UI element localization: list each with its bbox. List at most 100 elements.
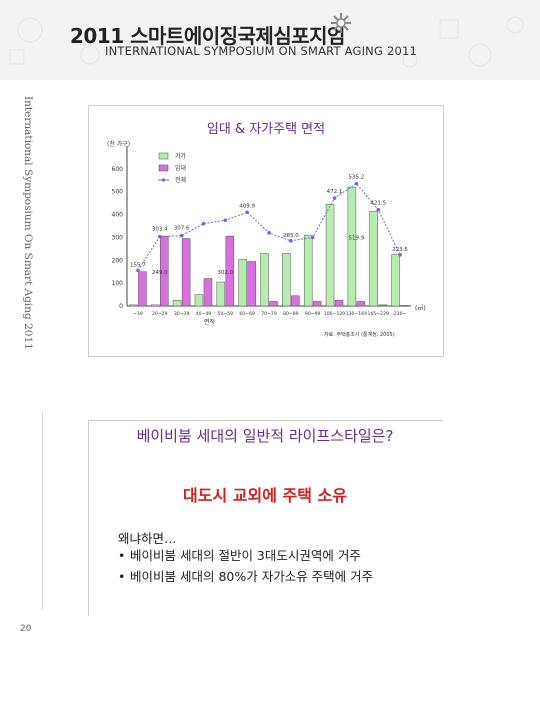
x-tick-label: 50~59 [218, 311, 234, 317]
side-caption: International Symposium On Smart Aging 2… [18, 96, 36, 356]
page-number: 20 [20, 624, 32, 634]
legend-label: 기가 [175, 152, 187, 160]
y-tick-label: 300 [112, 234, 124, 241]
chart-title: 임대 & 자가주택 면적 [206, 122, 326, 137]
reason-heading: 왜냐하면… [118, 531, 177, 546]
total-point [332, 196, 337, 200]
slide-question: 베이비붐 세대의 일반적 라이프스타일은? [136, 427, 394, 445]
housing-area-chart: (천 가구) 0 100 200 300 400 500 600 ~19 20~29 30~39 40… [107, 140, 426, 338]
data-label: 519.9 [349, 236, 365, 242]
bullet-item: • 베이비붐 세대의 절반이 3대도시권역에 거주 [118, 547, 438, 565]
data-label: 302.0 [217, 270, 233, 276]
bar-rented [181, 238, 191, 307]
data-label: 285.0 [283, 233, 299, 239]
symposium-title-english: INTERNATIONAL SYMPOSIUM ON SMART AGING 2… [105, 44, 418, 58]
bullet-item: • 베이비붐 세대의 80%가 자가소유 주택에 거주 [118, 568, 438, 586]
y-tick-label: 500 [112, 189, 124, 196]
bar-rented [291, 295, 300, 307]
total-point [201, 221, 206, 226]
x-axis-label: 면적 [204, 318, 215, 326]
bar-rented [356, 301, 366, 307]
bar-owned [216, 281, 226, 307]
chart-slide: 임대 & 자가주택 면적 (천 가구) 0 100 200 300 400 500 600 ~1… [88, 105, 444, 357]
side-divider [42, 410, 43, 610]
total-point [376, 207, 381, 212]
bar-owned [303, 234, 313, 307]
y-axis-label: (천 가구) [107, 140, 130, 148]
x-tick-label: 20~29 [152, 311, 168, 317]
slide-frame [88, 420, 443, 616]
data-label: 155.7 [130, 262, 146, 268]
bar-owned [391, 254, 400, 307]
legend-swatch [161, 178, 166, 182]
total-point [267, 231, 271, 235]
header-pattern [9, 16, 524, 68]
bar-rented [247, 261, 256, 307]
data-label: 472.1 [327, 189, 343, 195]
total-point [354, 181, 359, 186]
side-caption-text: International Symposium On Smart Aging 2… [22, 96, 34, 350]
total-point [157, 234, 162, 239]
bar-owned [194, 294, 204, 307]
total-point [310, 235, 315, 240]
bar-rented [312, 301, 322, 307]
x-tick-label: 60~69 [239, 311, 255, 317]
slide-answer: 대도시 교외에 주택 소유 [183, 486, 347, 505]
bar-owned [260, 253, 269, 307]
bar-rented [400, 305, 409, 307]
bar-rented [378, 304, 387, 307]
x-tick-label: ~19 [133, 311, 143, 317]
x-tick-label: 40~49 [196, 311, 212, 317]
chart-source: 자료: 주택총조사 (통계청, 2005) [324, 331, 395, 338]
bar-rented [334, 300, 344, 307]
total-point [136, 268, 140, 273]
data-label: 421.5 [370, 201, 386, 207]
y-tick-label: 600 [112, 166, 124, 173]
x-tick-label: 90~99 [305, 311, 321, 317]
x-tick-label: 230~ [394, 311, 407, 317]
total-point [289, 239, 293, 243]
y-tick-label: 200 [112, 257, 124, 264]
y-tick-label: 100 [112, 280, 124, 287]
y-tick-label: 400 [112, 212, 124, 219]
data-label: 307.6 [174, 226, 190, 232]
bar-rented [203, 278, 213, 307]
total-point [179, 233, 184, 238]
total-point [245, 210, 249, 215]
legend-label: 전체 [175, 176, 186, 184]
y-tick-label: 0 [119, 303, 123, 310]
bar-owned [282, 253, 291, 307]
x-tick-label: 130~164 [346, 311, 367, 317]
data-label: 249.0 [152, 270, 168, 276]
x-tick-label: 30~39 [174, 311, 190, 317]
symposium-logo-icon [331, 13, 351, 33]
bar-owned [151, 304, 160, 307]
bar-owned [129, 304, 138, 307]
legend-swatch [158, 164, 169, 172]
bar-owned [369, 210, 378, 307]
bullet-dot-icon: • [118, 548, 126, 563]
bullet-text: 베이비붐 세대의 절반이 3대도시권역에 거주 [130, 548, 361, 563]
legend-swatch [158, 152, 169, 160]
x-tick-label: 165~229 [368, 311, 389, 317]
symposium-title-korean: 2011 스마트에이징국제심포지엄 [70, 24, 345, 48]
data-label: 409.9 [239, 203, 255, 209]
total-point [223, 218, 228, 223]
bullet-dot-icon: • [118, 569, 126, 584]
bullet-text: 베이비붐 세대의 80%가 자가소유 주택에 거주 [130, 569, 374, 584]
data-label: 223.5 [392, 247, 408, 253]
bar-owned [347, 186, 357, 307]
x-tick-label: 80~89 [283, 311, 299, 317]
x-tick-label: 100~129 [324, 311, 345, 317]
total-point [398, 253, 402, 257]
x-tick-label: 70~79 [261, 311, 277, 317]
x-axis-unit: (㎡) [415, 304, 426, 312]
header-band: 2011 스마트에이징국제심포지엄 INTERNATIONAL SYMPOSIU… [0, 0, 540, 80]
bar-owned [238, 258, 247, 307]
bar-rented [160, 236, 169, 307]
text-slide: 베이비붐 세대의 일반적 라이프스타일은? 대도시 교외에 주택 소유 왜냐하면… [88, 420, 443, 620]
bar-rented [225, 236, 235, 307]
legend-label: 임대 [175, 164, 186, 172]
data-label: 535.2 [349, 175, 365, 181]
data-label: 303.4 [152, 227, 168, 233]
